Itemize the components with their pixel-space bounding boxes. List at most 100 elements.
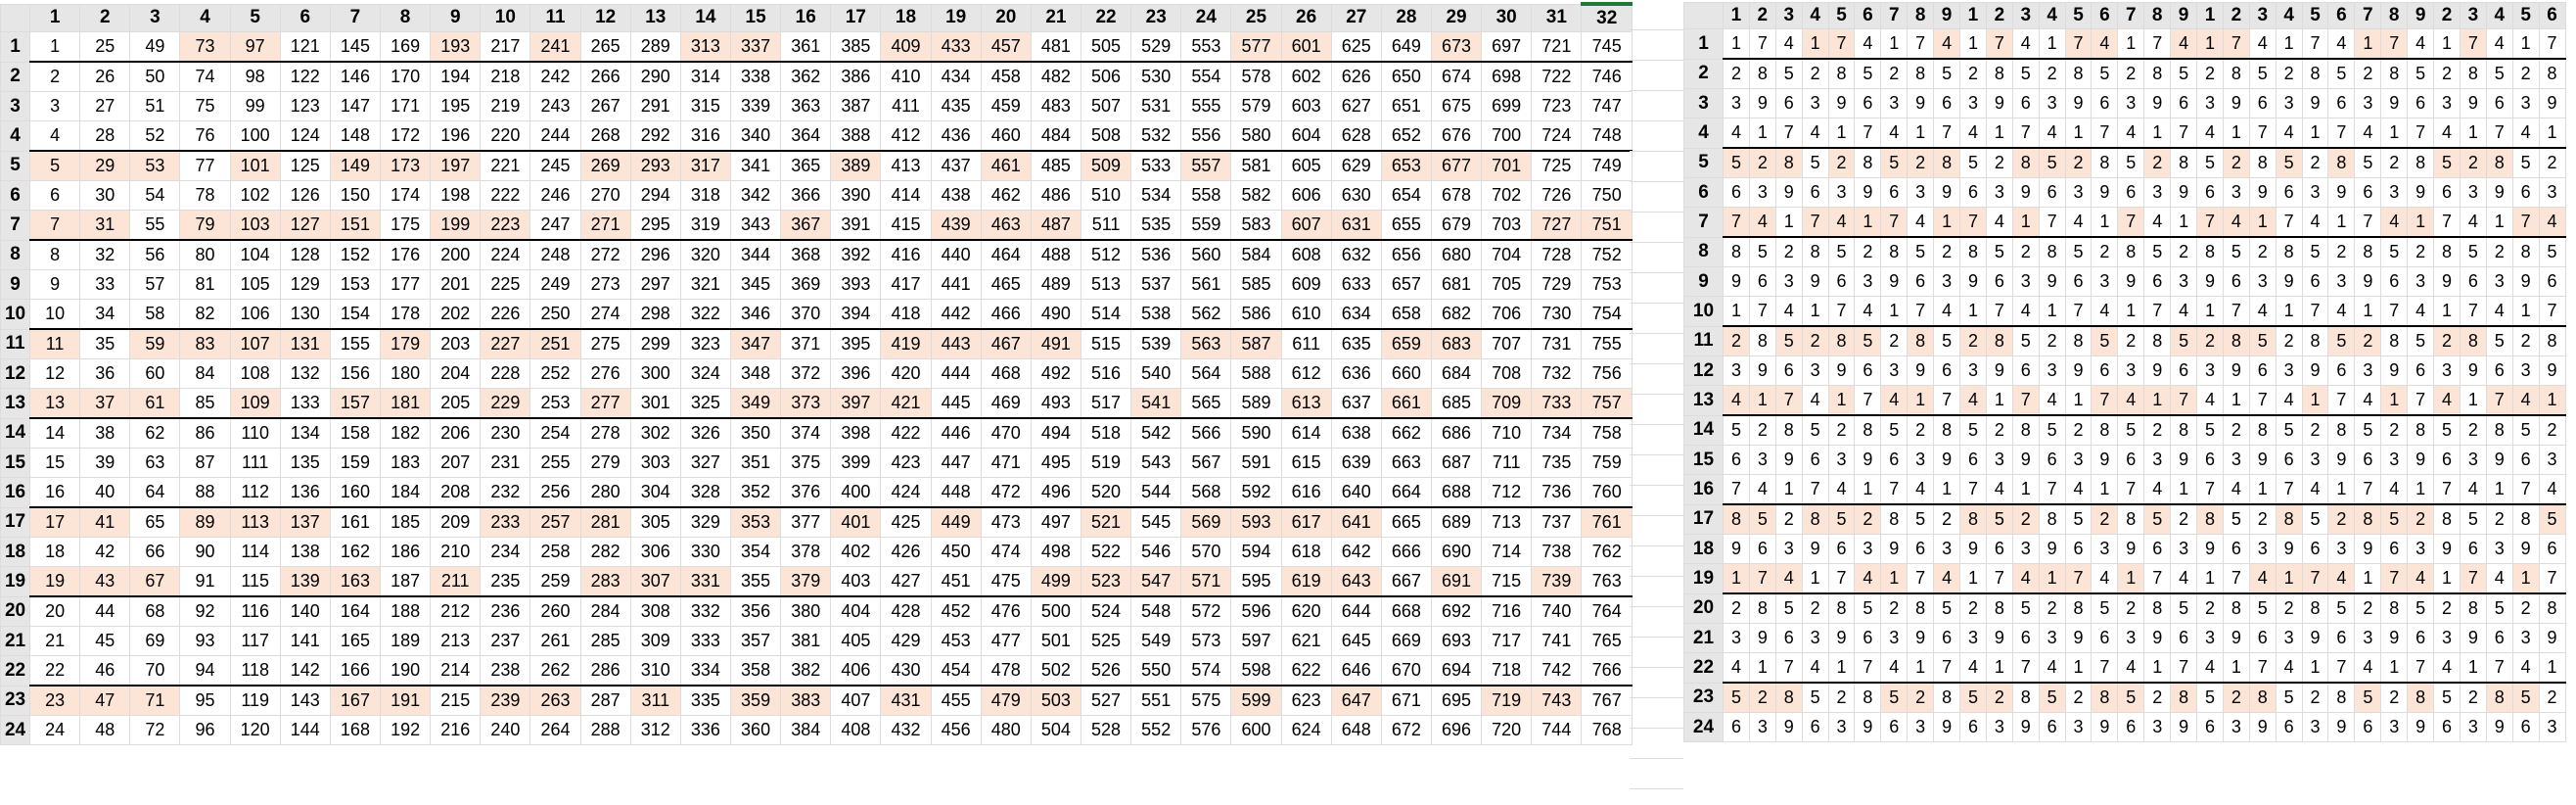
grid-cell[interactable]: 5 (2354, 147, 2382, 178)
grid-cell[interactable]: 470 (980, 417, 1032, 449)
grid-cell[interactable]: 4 (2143, 207, 2172, 238)
grid-cell[interactable]: 6 (2459, 266, 2487, 297)
grid-cell[interactable]: 5 (2407, 325, 2435, 356)
grid-cell[interactable]: 6 (1801, 445, 1829, 475)
grid-cell[interactable]: 7 (1774, 385, 1803, 416)
grid-cell[interactable]: 578 (1230, 61, 1282, 92)
grid-cell[interactable]: 7 (1854, 118, 1882, 149)
grid-cell[interactable]: 1 (2459, 385, 2487, 416)
grid-cell[interactable]: 36 (79, 358, 131, 389)
grid-cell[interactable]: 3 (1880, 355, 1909, 386)
grid-cell[interactable]: 180 (380, 358, 432, 389)
grid-cell[interactable]: 406 (830, 655, 882, 687)
grid-cell[interactable]: 341 (729, 150, 782, 181)
grid-cell[interactable]: 116 (229, 595, 281, 627)
grid-cell[interactable]: 238 (480, 655, 531, 687)
column-header[interactable]: 10 (480, 3, 531, 32)
grid-cell[interactable]: 6 (2117, 712, 2145, 742)
grid-cell[interactable]: 741 (1531, 626, 1583, 656)
grid-cell[interactable]: 355 (729, 566, 782, 597)
row-header[interactable]: 19 (0, 566, 31, 597)
grid-cell[interactable]: 356 (729, 595, 782, 627)
grid-cell[interactable]: 6 (1907, 534, 1935, 564)
grid-cell[interactable]: 507 (1080, 91, 1132, 121)
grid-cell[interactable]: 184 (380, 477, 432, 508)
grid-cell[interactable]: 1 (1801, 563, 1829, 594)
grid-cell[interactable]: 293 (629, 150, 681, 181)
grid-cell[interactable]: 505 (1080, 31, 1132, 63)
grid-cell[interactable]: 4 (2511, 652, 2540, 684)
grid-cell[interactable]: 5 (2275, 682, 2303, 713)
grid-cell[interactable]: 512 (1080, 239, 1132, 270)
grid-cell[interactable]: 7 (2011, 385, 2040, 416)
grid-cell[interactable]: 7 (2064, 28, 2093, 60)
grid-cell[interactable]: 4 (2222, 474, 2250, 505)
grid-cell[interactable]: 1 (2354, 28, 2382, 60)
grid-cell[interactable]: 174 (380, 180, 432, 211)
grid-cell[interactable]: 5 (2222, 503, 2250, 535)
grid-cell[interactable]: 56 (129, 239, 181, 270)
grid-cell[interactable]: 9 (2011, 177, 2040, 208)
grid-cell[interactable]: 1 (2511, 296, 2540, 327)
grid-cell[interactable]: 138 (279, 537, 331, 567)
grid-cell[interactable]: 1 (2117, 296, 2145, 327)
grid-cell[interactable]: 9 (1748, 623, 1776, 653)
grid-cell[interactable]: 3 (2301, 445, 2329, 475)
grid-cell[interactable]: 6 (1880, 712, 1909, 742)
grid-cell[interactable]: 9 (1827, 88, 1856, 118)
grid-cell[interactable]: 29 (79, 150, 131, 181)
grid-cell[interactable]: 480 (980, 715, 1032, 745)
grid-cell[interactable]: 1 (2380, 118, 2409, 149)
grid-cell[interactable]: 2 (1907, 414, 1935, 446)
grid-cell[interactable]: 657 (1380, 269, 1432, 300)
grid-cell[interactable]: 110 (229, 417, 281, 449)
grid-cell[interactable]: 8 (1801, 503, 1829, 535)
grid-cell[interactable]: 91 (179, 566, 231, 597)
grid-cell[interactable]: 67 (129, 566, 181, 597)
grid-cell[interactable]: 713 (1481, 506, 1533, 538)
grid-cell[interactable]: 1 (1959, 563, 1987, 594)
grid-cell[interactable]: 5 (1880, 682, 1909, 713)
grid-cell[interactable]: 217 (480, 31, 531, 63)
grid-cell[interactable]: 6 (2511, 712, 2540, 742)
grid-cell[interactable]: 537 (1130, 269, 1182, 300)
grid-cell[interactable]: 328 (679, 477, 732, 508)
grid-cell[interactable]: 2 (2327, 503, 2356, 535)
grid-cell[interactable]: 492 (1030, 358, 1081, 389)
column-header[interactable]: 30 (1481, 3, 1533, 32)
grid-cell[interactable]: 752 (1581, 239, 1633, 270)
grid-cell[interactable]: 4 (2354, 652, 2382, 684)
grid-cell[interactable]: 7 (2064, 563, 2093, 594)
grid-cell[interactable]: 175 (380, 210, 432, 241)
grid-cell[interactable]: 4 (2433, 385, 2461, 416)
grid-cell[interactable]: 493 (1030, 388, 1081, 419)
grid-cell[interactable]: 3 (2143, 712, 2172, 742)
grid-cell[interactable]: 9 (1723, 266, 1750, 297)
grid-cell[interactable]: 431 (880, 685, 932, 716)
grid-cell[interactable]: 579 (1230, 91, 1282, 121)
grid-cell[interactable]: 253 (529, 388, 581, 419)
grid-cell[interactable]: 8 (2038, 236, 2066, 267)
grid-cell[interactable]: 7 (2459, 563, 2487, 594)
grid-cell[interactable]: 1 (2248, 207, 2277, 238)
grid-cell[interactable]: 465 (980, 269, 1032, 300)
grid-cell[interactable]: 214 (430, 655, 482, 687)
grid-cell[interactable]: 6 (2011, 623, 2040, 653)
grid-cell[interactable]: 4 (1774, 296, 1803, 327)
grid-cell[interactable]: 622 (1280, 655, 1332, 687)
column-header[interactable]: 8 (380, 3, 432, 32)
grid-cell[interactable]: 3 (2170, 534, 2198, 564)
grid-cell[interactable]: 759 (1581, 448, 1633, 478)
row-header[interactable]: 1 (0, 31, 31, 63)
column-header[interactable]: 8 (1907, 2, 1935, 29)
grid-cell[interactable]: 611 (1280, 328, 1332, 359)
grid-cell[interactable]: 8 (1774, 682, 1803, 713)
grid-cell[interactable]: 296 (629, 239, 681, 270)
grid-cell[interactable]: 1 (2538, 652, 2566, 684)
grid-cell[interactable]: 6 (1827, 266, 1856, 297)
grid-cell[interactable]: 109 (229, 388, 281, 419)
grid-cell[interactable]: 4 (1854, 296, 1882, 327)
grid-cell[interactable]: 681 (1430, 269, 1483, 300)
grid-cell[interactable]: 8 (1933, 414, 1961, 446)
grid-cell[interactable]: 5 (2011, 325, 2040, 356)
